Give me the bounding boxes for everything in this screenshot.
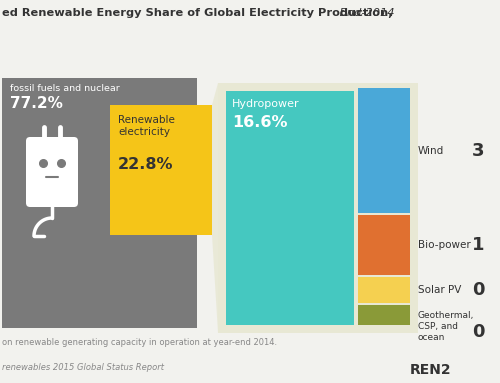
FancyBboxPatch shape [26,137,78,207]
Bar [110,105,212,235]
Text: 77.2%: 77.2% [10,96,63,111]
Text: Hydropower: Hydropower [232,99,300,109]
Text: End-2014: End-2014 [336,8,394,18]
Text: Wind: Wind [418,146,444,155]
Text: Renewable
electricity: Renewable electricity [118,115,175,137]
Bar [358,305,410,325]
Bar [226,91,354,325]
Text: 0: 0 [472,323,484,341]
Text: ed Renewable Energy Share of Global Electricity Production,: ed Renewable Energy Share of Global Elec… [2,8,392,18]
Text: Geothermal,
CSP, and
ocean: Geothermal, CSP, and ocean [418,311,474,342]
Bar [358,88,410,213]
Text: Bio-power: Bio-power [418,240,471,250]
Bar [218,83,418,333]
Bar [358,215,410,275]
Polygon shape [212,83,218,333]
Bar [2,78,197,328]
Text: fossil fuels and nuclear: fossil fuels and nuclear [10,84,120,93]
Text: 16.6%: 16.6% [232,115,287,130]
Text: 3: 3 [472,141,484,159]
Text: renewables 2015 Global Status Report: renewables 2015 Global Status Report [2,363,164,372]
Text: on renewable generating capacity in operation at year-end 2014.: on renewable generating capacity in oper… [2,338,277,347]
Text: Solar PV: Solar PV [418,285,462,295]
Text: REN2: REN2 [410,363,452,377]
Bar [358,277,410,303]
Text: 0: 0 [472,281,484,299]
Text: 22.8%: 22.8% [118,157,174,172]
Text: 1: 1 [472,236,484,254]
